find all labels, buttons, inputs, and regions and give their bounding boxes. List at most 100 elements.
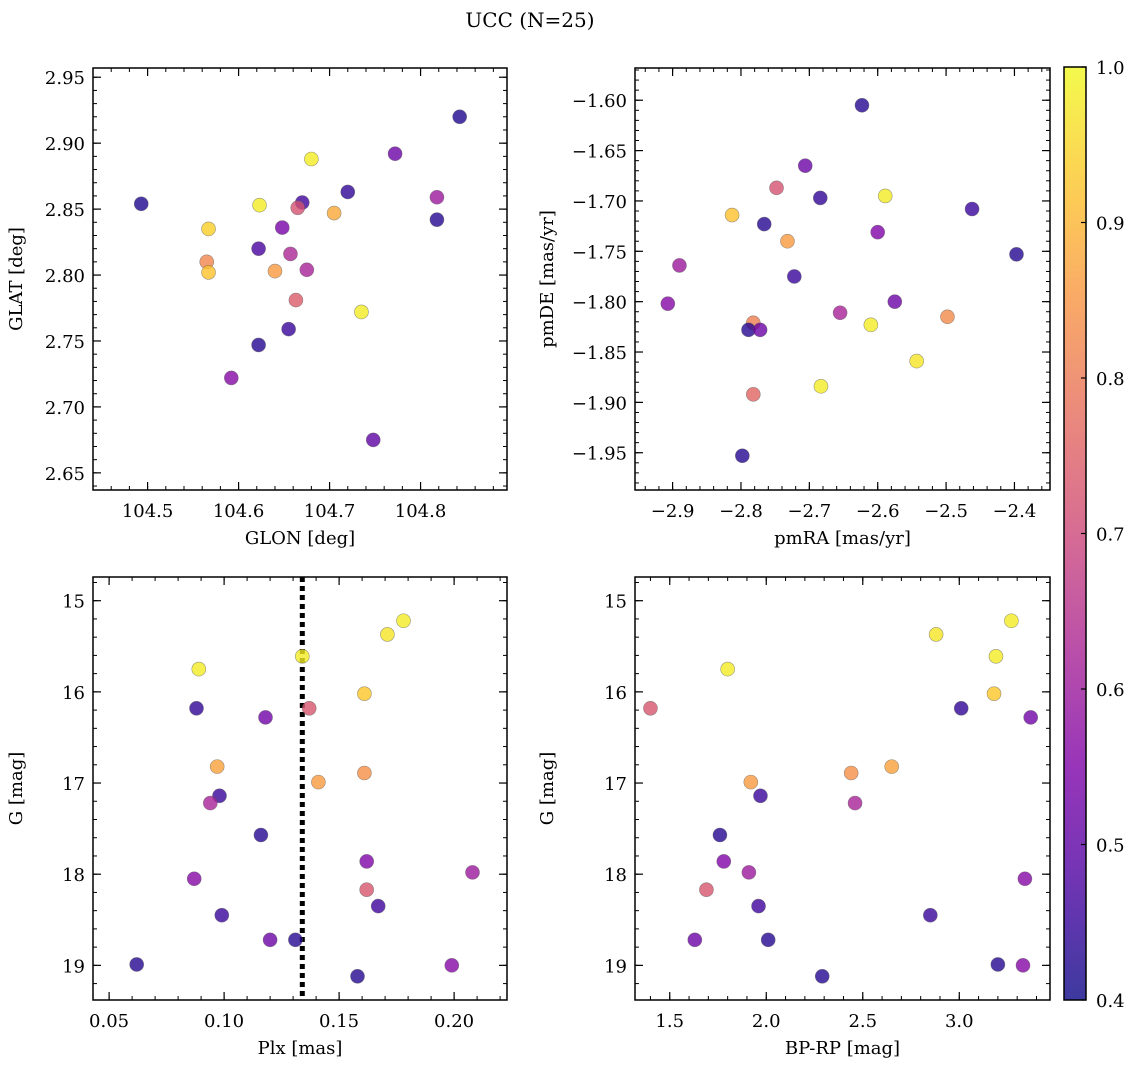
y-tick-label: 18 <box>604 865 627 886</box>
scatter-panel-2: −2.9 −2.8 −2.7 −2.6 −2.5 −2.4 −1.95 −1.90 −1.85 −… <box>537 67 1051 549</box>
x-tick-label: 104.8 <box>395 501 447 522</box>
figure-title: UCC (N=25) <box>465 8 594 32</box>
y-axis-label: G [mag] <box>6 752 27 825</box>
data-point <box>745 387 761 402</box>
data-point <box>214 907 230 923</box>
y-tick-label: 2.85 <box>45 200 85 221</box>
y-axis-label: G [mag] <box>537 752 558 825</box>
data-point <box>988 649 1004 664</box>
data-point <box>687 932 703 948</box>
y-tick-label: −1.75 <box>572 242 627 263</box>
data-point <box>724 207 740 223</box>
data-point <box>359 854 375 869</box>
data-point <box>953 700 969 716</box>
data-point <box>294 649 310 664</box>
data-point <box>751 898 766 914</box>
data-point <box>129 957 144 972</box>
data-point <box>359 882 375 897</box>
data-point <box>854 97 870 113</box>
data-point <box>769 180 784 196</box>
y-tick-label: 2.75 <box>45 332 85 353</box>
x-tick-label: 104.5 <box>122 501 174 522</box>
data-point <box>909 353 924 369</box>
axes-frame <box>92 67 508 491</box>
y-tick-label: 15 <box>62 592 85 613</box>
data-point <box>814 968 830 984</box>
data-point <box>990 957 1006 972</box>
data-point <box>301 700 317 716</box>
data-point <box>396 613 411 629</box>
data-point <box>660 296 676 311</box>
data-point <box>863 317 879 333</box>
y-tick-label: 2.95 <box>45 68 85 89</box>
y-tick-label: −1.95 <box>572 444 627 465</box>
data-point <box>887 294 903 309</box>
data-point <box>832 305 848 321</box>
y-tick-label: 2.65 <box>45 464 85 485</box>
data-point <box>251 241 266 256</box>
colorbar-tick-label: 0.6 <box>1096 680 1125 701</box>
data-point <box>201 221 216 237</box>
y-tick-label: 16 <box>604 683 627 704</box>
y-tick-label: 15 <box>604 592 627 613</box>
x-axis-label: GLON [deg] <box>245 528 355 549</box>
data-point <box>429 189 445 205</box>
data-point <box>288 292 304 308</box>
y-tick-label: 19 <box>604 956 627 977</box>
colorbar-tick-label: 0.4 <box>1096 991 1125 1012</box>
y-tick-label: −1.80 <box>572 293 627 314</box>
data-point <box>1009 247 1024 262</box>
data-point <box>1015 958 1031 973</box>
data-point <box>311 774 326 790</box>
colorbar-tick-label: 0.7 <box>1096 525 1125 546</box>
data-point <box>756 216 772 232</box>
axes-frame <box>634 576 1051 1001</box>
data-point <box>716 854 732 869</box>
data-point <box>203 795 218 811</box>
x-tick-label: −2.9 <box>651 501 695 522</box>
data-point <box>304 151 319 167</box>
data-point <box>252 197 267 213</box>
y-axis-label: GLAT [deg] <box>6 227 27 331</box>
data-point <box>340 184 356 200</box>
x-tick-label: 2.5 <box>848 1011 877 1032</box>
x-tick-label: 1.5 <box>655 1011 684 1032</box>
x-axis-label: BP-RP [mag] <box>785 1038 900 1059</box>
data-point <box>928 627 944 642</box>
colorbar-gradient <box>1064 67 1086 1000</box>
data-point <box>354 304 369 320</box>
y-tick-label: −1.70 <box>572 192 627 213</box>
data-point <box>843 765 859 781</box>
data-point <box>370 898 386 914</box>
data-point <box>741 865 757 880</box>
data-point <box>281 321 296 337</box>
x-axis-label: pmRA [mas/yr] <box>774 528 911 549</box>
x-tick-label: 104.6 <box>213 501 265 522</box>
data-point <box>267 263 283 279</box>
axes-frame <box>634 67 1051 491</box>
data-point <box>847 795 863 811</box>
data-point <box>290 200 306 216</box>
y-tick-label: 2.70 <box>45 398 85 419</box>
colorbar-tick-label: 0.5 <box>1096 836 1125 857</box>
data-point <box>753 788 768 804</box>
data-point <box>712 827 728 843</box>
y-tick-label: −1.85 <box>572 343 627 364</box>
data-point <box>452 109 467 125</box>
scatter-panel-1: 104.5 104.6 104.7 104.8 2.65 2.70 2.75 2.80 2.85… <box>6 67 508 549</box>
colorbar-tick-label: 0.9 <box>1096 214 1125 235</box>
colorbar-tick-label: 1.0 <box>1096 58 1125 79</box>
data-point <box>923 907 938 923</box>
y-tick-label: 2.80 <box>45 266 85 287</box>
data-point <box>350 968 365 984</box>
x-tick-label: 0.10 <box>204 1011 244 1032</box>
data-point <box>191 661 207 677</box>
data-point <box>444 958 460 973</box>
x-tick-label: 0.15 <box>319 1011 359 1032</box>
colorbar-tick-label: 0.8 <box>1096 369 1125 390</box>
x-tick-label: 2.0 <box>752 1011 781 1032</box>
data-point <box>253 827 269 843</box>
data-point <box>357 686 372 701</box>
data-point <box>133 196 149 212</box>
data-point <box>964 201 980 217</box>
